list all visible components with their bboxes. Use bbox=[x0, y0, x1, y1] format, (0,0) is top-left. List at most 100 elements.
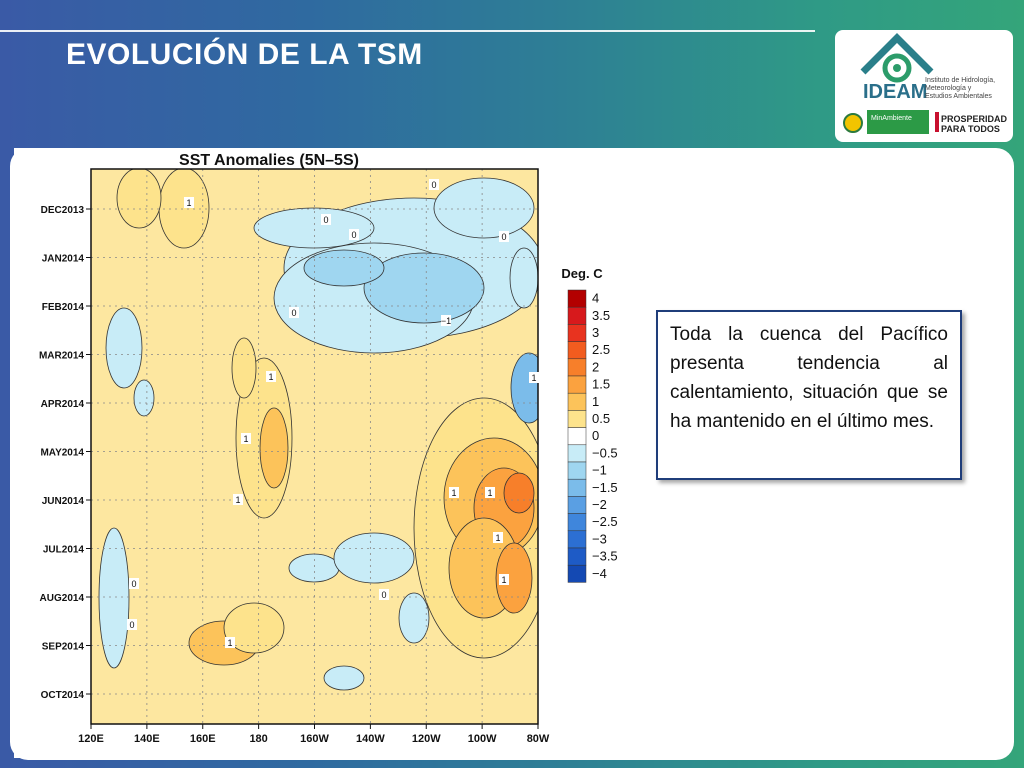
contour-label: 1 bbox=[243, 434, 248, 444]
contour-label: 1 bbox=[487, 488, 492, 498]
contour-label: 1 bbox=[451, 488, 456, 498]
contour-label-bg bbox=[441, 315, 451, 326]
x-tick-label: 80W bbox=[527, 733, 550, 745]
anomaly-contour bbox=[98, 527, 130, 669]
y-tick-label: JUN2014 bbox=[42, 496, 85, 507]
coat-of-arms-icon bbox=[843, 113, 863, 133]
colorbar-swatch bbox=[567, 530, 587, 549]
grid-lines bbox=[91, 169, 538, 724]
anomaly-contour bbox=[288, 553, 340, 583]
chart-title: SST Anomalies (5N–5S) bbox=[179, 152, 359, 169]
anomaly-contour bbox=[495, 542, 533, 614]
contour-label: 1 bbox=[268, 372, 273, 382]
colorbar-label: 1.5 bbox=[592, 377, 610, 392]
contour-label: 0 bbox=[323, 215, 328, 225]
anomaly-contour bbox=[303, 249, 385, 287]
colorbar-label: −1 bbox=[592, 463, 607, 478]
anomaly-contour bbox=[253, 207, 375, 249]
contour-label-bg bbox=[449, 487, 459, 498]
y-tick-label: MAY2014 bbox=[40, 448, 84, 459]
contour-label: 1 bbox=[501, 575, 506, 585]
y-tick-label: JAN2014 bbox=[42, 254, 85, 265]
logo-subtitle-1: Instituto de Hidrología, bbox=[925, 77, 995, 84]
contour-label: 0 bbox=[381, 590, 386, 600]
x-tick-label: 160W bbox=[300, 733, 329, 745]
y-tick-label: MAR2014 bbox=[39, 351, 84, 362]
contour-label: 0 bbox=[431, 180, 436, 190]
contour-label: 1 bbox=[186, 198, 191, 208]
anomaly-contour bbox=[363, 252, 485, 324]
y-tick-label: DEC2013 bbox=[41, 205, 85, 216]
anomaly-contour bbox=[116, 169, 162, 229]
x-tick-label: 120E bbox=[78, 733, 104, 745]
contour-label-bg bbox=[349, 229, 359, 240]
anomaly-contour bbox=[231, 337, 257, 399]
colorbar-label: −3 bbox=[592, 531, 607, 546]
contour-label: 1 bbox=[227, 638, 232, 648]
contour-label-bg bbox=[225, 637, 235, 648]
colorbar-swatch bbox=[567, 410, 587, 428]
contour-label-bg bbox=[499, 231, 509, 242]
note-box: Toda la cuenca del Pacífico presenta ten… bbox=[656, 310, 962, 480]
contour-labels: 1 0 0 0 0 −1 0 1 1 1 1 1 1 1 1 0 0 0 1 bbox=[127, 179, 539, 648]
anomaly-contour bbox=[133, 379, 155, 417]
anomaly-contour bbox=[105, 307, 143, 389]
contour-label-bg bbox=[529, 372, 539, 383]
contour-label-bg bbox=[321, 214, 331, 225]
colorbar-swatch bbox=[567, 427, 587, 446]
colorbar-swatch bbox=[567, 324, 587, 342]
anomaly-contour bbox=[503, 472, 535, 514]
colorbar-swatch bbox=[567, 341, 587, 360]
colorbar-swatch bbox=[567, 513, 587, 532]
colorbar-label: 0 bbox=[592, 428, 599, 443]
colorbar-swatch bbox=[567, 547, 587, 566]
colorbar-label: 4 bbox=[592, 291, 599, 306]
contour-label: 1 bbox=[235, 495, 240, 505]
anomaly-contour bbox=[509, 247, 538, 309]
swirl-icon bbox=[882, 53, 912, 83]
anomaly-contour bbox=[398, 592, 430, 644]
y-tick-label: SEP2014 bbox=[42, 642, 85, 653]
anomaly-contour bbox=[433, 177, 535, 239]
contour-label: 0 bbox=[351, 230, 356, 240]
y-tick-label: FEB2014 bbox=[42, 302, 85, 313]
logo-name: IDEAM bbox=[863, 81, 927, 103]
colorbar-label: 2.5 bbox=[592, 342, 610, 357]
contour-label-bg bbox=[485, 487, 495, 498]
colorbar-label: −3.5 bbox=[592, 549, 618, 564]
contour-label-bg bbox=[266, 371, 276, 382]
anomaly-contour bbox=[223, 602, 285, 654]
colorbar-label: 1 bbox=[592, 394, 599, 409]
colorbar-swatch bbox=[567, 358, 587, 377]
contour-label: −1 bbox=[441, 316, 451, 326]
y-axis: DEC2013 JAN2014 FEB2014 MAR2014 APR2014 MAY20… bbox=[39, 205, 91, 701]
colorbar-swatch bbox=[567, 496, 587, 514]
ministry-label: MinAmbiente bbox=[871, 115, 912, 122]
colorbar-swatch bbox=[567, 444, 587, 463]
colorbar-swatch bbox=[567, 289, 587, 308]
contour-label: 0 bbox=[501, 232, 506, 242]
x-tick-label: 140E bbox=[134, 733, 160, 745]
colorbar-swatch bbox=[567, 392, 587, 411]
colorbar-label: 3 bbox=[592, 325, 599, 340]
sst-figure: SST Anomalies (5N–5S) DEC2013 JAN2014 FEB2… bbox=[14, 148, 634, 758]
contour-label: 1 bbox=[495, 533, 500, 543]
x-tick-label: 120W bbox=[412, 733, 441, 745]
contour-label: 0 bbox=[131, 579, 136, 589]
sst-anomaly-chart: SST Anomalies (5N–5S) DEC2013 JAN2014 FEB2… bbox=[39, 152, 618, 745]
x-tick-label: 160E bbox=[190, 733, 216, 745]
x-tick-label: 140W bbox=[356, 733, 385, 745]
slogan-line-2: PARA TODOS bbox=[941, 124, 1000, 134]
contour-label: 1 bbox=[531, 373, 536, 383]
logo-card: IDEAM Instituto de Hidrología, Meteorolo… bbox=[835, 30, 1013, 142]
x-tick-label: 100W bbox=[468, 733, 497, 745]
roof-icon bbox=[860, 33, 934, 75]
colorbar: 4 3.5 3 2.5 2 1.5 1 0.5 0 −0.5 −1 −1.5 −2 −2.5 −3 −3.5 −… bbox=[567, 289, 618, 583]
title-divider bbox=[0, 30, 815, 32]
y-tick-label: OCT2014 bbox=[41, 690, 85, 701]
colorbar-swatch bbox=[567, 375, 587, 394]
logo-subtitle-3: Estudios Ambientales bbox=[925, 93, 992, 100]
ideam-logo: IDEAM Instituto de Hidrología, Meteorolo… bbox=[843, 33, 1008, 134]
colorbar-swatch bbox=[567, 461, 587, 480]
colorbar-label: −0.5 bbox=[592, 445, 618, 460]
